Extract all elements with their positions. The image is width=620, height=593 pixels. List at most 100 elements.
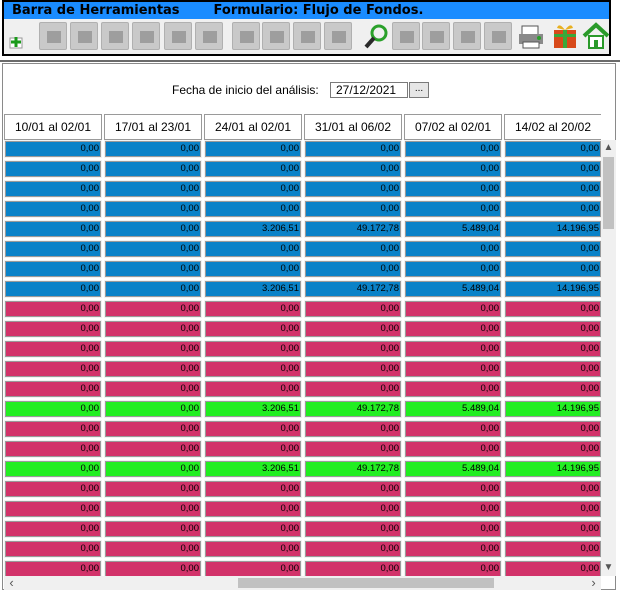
- grid-cell[interactable]: 0,00: [104, 280, 202, 298]
- home-button[interactable]: [582, 22, 610, 50]
- grid-cell[interactable]: 0,00: [4, 400, 102, 418]
- grid-cell[interactable]: 0,00: [304, 240, 402, 258]
- save-button[interactable]: [39, 22, 67, 50]
- grid-cell[interactable]: 3.206,51: [204, 460, 302, 478]
- grid-cell[interactable]: 0,00: [504, 200, 601, 218]
- grid-cell[interactable]: 0,00: [4, 280, 102, 298]
- grid-cell[interactable]: 0,00: [404, 540, 502, 558]
- grid-cell[interactable]: 0,00: [304, 440, 402, 458]
- grid-cell[interactable]: 0,00: [304, 340, 402, 358]
- scroll-right-icon[interactable]: ›: [591, 575, 596, 590]
- grid-cell[interactable]: 0,00: [204, 160, 302, 178]
- grid-cell[interactable]: 0,00: [4, 420, 102, 438]
- grid-cell[interactable]: 0,00: [104, 480, 202, 498]
- grid-cell[interactable]: 0,00: [204, 480, 302, 498]
- grid-cell[interactable]: 3.206,51: [204, 280, 302, 298]
- grid-cell[interactable]: 0,00: [4, 540, 102, 558]
- grid-cell[interactable]: 0,00: [404, 440, 502, 458]
- grid-cell[interactable]: 0,00: [404, 240, 502, 258]
- grid-cell[interactable]: 0,00: [4, 380, 102, 398]
- grid-cell[interactable]: 0,00: [4, 560, 102, 576]
- grid-cell[interactable]: 0,00: [204, 240, 302, 258]
- grid-cell[interactable]: 0,00: [4, 360, 102, 378]
- printer-button[interactable]: [517, 22, 545, 50]
- column-header[interactable]: 14/02 al 20/02: [504, 114, 601, 140]
- grid-cell[interactable]: 0,00: [4, 440, 102, 458]
- grid-cell[interactable]: 0,00: [304, 320, 402, 338]
- grid-cell[interactable]: 0,00: [4, 300, 102, 318]
- grid-cell[interactable]: 0,00: [104, 180, 202, 198]
- column-header[interactable]: 31/01 al 06/02: [304, 114, 402, 140]
- grid-cell[interactable]: 0,00: [4, 180, 102, 198]
- grid-cell[interactable]: 0,00: [404, 380, 502, 398]
- grid-cell[interactable]: 0,00: [104, 420, 202, 438]
- grid-cell[interactable]: 0,00: [204, 320, 302, 338]
- grid-cell[interactable]: 14.196,95: [504, 280, 601, 298]
- grid-cell[interactable]: 0,00: [4, 160, 102, 178]
- grid-cell[interactable]: 0,00: [104, 220, 202, 238]
- grid-cell[interactable]: 0,00: [204, 500, 302, 518]
- grid-cell[interactable]: 0,00: [104, 540, 202, 558]
- scroll-down-icon[interactable]: ▼: [603, 562, 614, 573]
- grid-cell[interactable]: 0,00: [104, 560, 202, 576]
- grid-cell[interactable]: 0,00: [504, 500, 601, 518]
- grid-cell[interactable]: 0,00: [204, 140, 302, 158]
- grid-cell[interactable]: 0,00: [504, 320, 601, 338]
- grid-cell[interactable]: 0,00: [304, 180, 402, 198]
- film-button[interactable]: [232, 22, 260, 50]
- grid-cell[interactable]: 14.196,95: [504, 400, 601, 418]
- grid-cell[interactable]: 0,00: [104, 320, 202, 338]
- grid-cell[interactable]: 0,00: [304, 420, 402, 438]
- previous-record-button[interactable]: [422, 22, 450, 50]
- grid-cell[interactable]: 0,00: [504, 420, 601, 438]
- grid-cell[interactable]: 0,00: [504, 360, 601, 378]
- grid-cell[interactable]: 0,00: [104, 400, 202, 418]
- grid-cell[interactable]: 0,00: [504, 260, 601, 278]
- grid-cell[interactable]: 0,00: [504, 520, 601, 538]
- horizontal-scroll-thumb[interactable]: [238, 578, 494, 588]
- last-record-button[interactable]: [484, 22, 512, 50]
- grid-cell[interactable]: 0,00: [4, 480, 102, 498]
- horizontal-scrollbar[interactable]: ‹ ›: [4, 575, 601, 590]
- grid-cell[interactable]: 0,00: [404, 180, 502, 198]
- grid-cell[interactable]: 0,00: [504, 160, 601, 178]
- grid-cell[interactable]: 0,00: [104, 520, 202, 538]
- grid-cell[interactable]: 0,00: [404, 300, 502, 318]
- grid-cell[interactable]: 0,00: [304, 300, 402, 318]
- edit-button[interactable]: [101, 22, 129, 50]
- grid-cell[interactable]: 0,00: [504, 440, 601, 458]
- grid-cell[interactable]: 0,00: [504, 340, 601, 358]
- add-button[interactable]: [7, 22, 35, 50]
- grid-cell[interactable]: 14.196,95: [504, 220, 601, 238]
- grid-cell[interactable]: 0,00: [304, 260, 402, 278]
- grid-cell[interactable]: 0,00: [504, 540, 601, 558]
- grid-cell[interactable]: 0,00: [504, 240, 601, 258]
- grid-cell[interactable]: 0,00: [404, 140, 502, 158]
- grid-cell[interactable]: 14.196,95: [504, 460, 601, 478]
- delete-button[interactable]: [132, 22, 160, 50]
- field-button[interactable]: [262, 22, 290, 50]
- grid-cell[interactable]: 3.206,51: [204, 220, 302, 238]
- grid-cell[interactable]: 0,00: [404, 420, 502, 438]
- grid-cell[interactable]: 0,00: [104, 360, 202, 378]
- grid-cell[interactable]: 0,00: [204, 340, 302, 358]
- grid-cell[interactable]: 0,00: [404, 500, 502, 518]
- grid-cell[interactable]: 0,00: [104, 160, 202, 178]
- grid-cell[interactable]: 0,00: [404, 320, 502, 338]
- grid-button[interactable]: [324, 22, 352, 50]
- grid-cell[interactable]: 0,00: [304, 540, 402, 558]
- grid-cell[interactable]: 0,00: [504, 560, 601, 576]
- grid-cell[interactable]: 49.172,78: [304, 280, 402, 298]
- grid-cell[interactable]: 0,00: [4, 500, 102, 518]
- grid-cell[interactable]: 0,00: [204, 440, 302, 458]
- first-record-button[interactable]: [392, 22, 420, 50]
- grid-cell[interactable]: 0,00: [204, 380, 302, 398]
- grid-cell[interactable]: 5.489,04: [404, 460, 502, 478]
- grid-cell[interactable]: 0,00: [4, 260, 102, 278]
- grid-cell[interactable]: 0,00: [4, 340, 102, 358]
- grid-cell[interactable]: 0,00: [204, 420, 302, 438]
- undo-button[interactable]: [164, 22, 192, 50]
- grid-cell[interactable]: 5.489,04: [404, 220, 502, 238]
- list-button[interactable]: [293, 22, 321, 50]
- help-button[interactable]: [195, 22, 223, 50]
